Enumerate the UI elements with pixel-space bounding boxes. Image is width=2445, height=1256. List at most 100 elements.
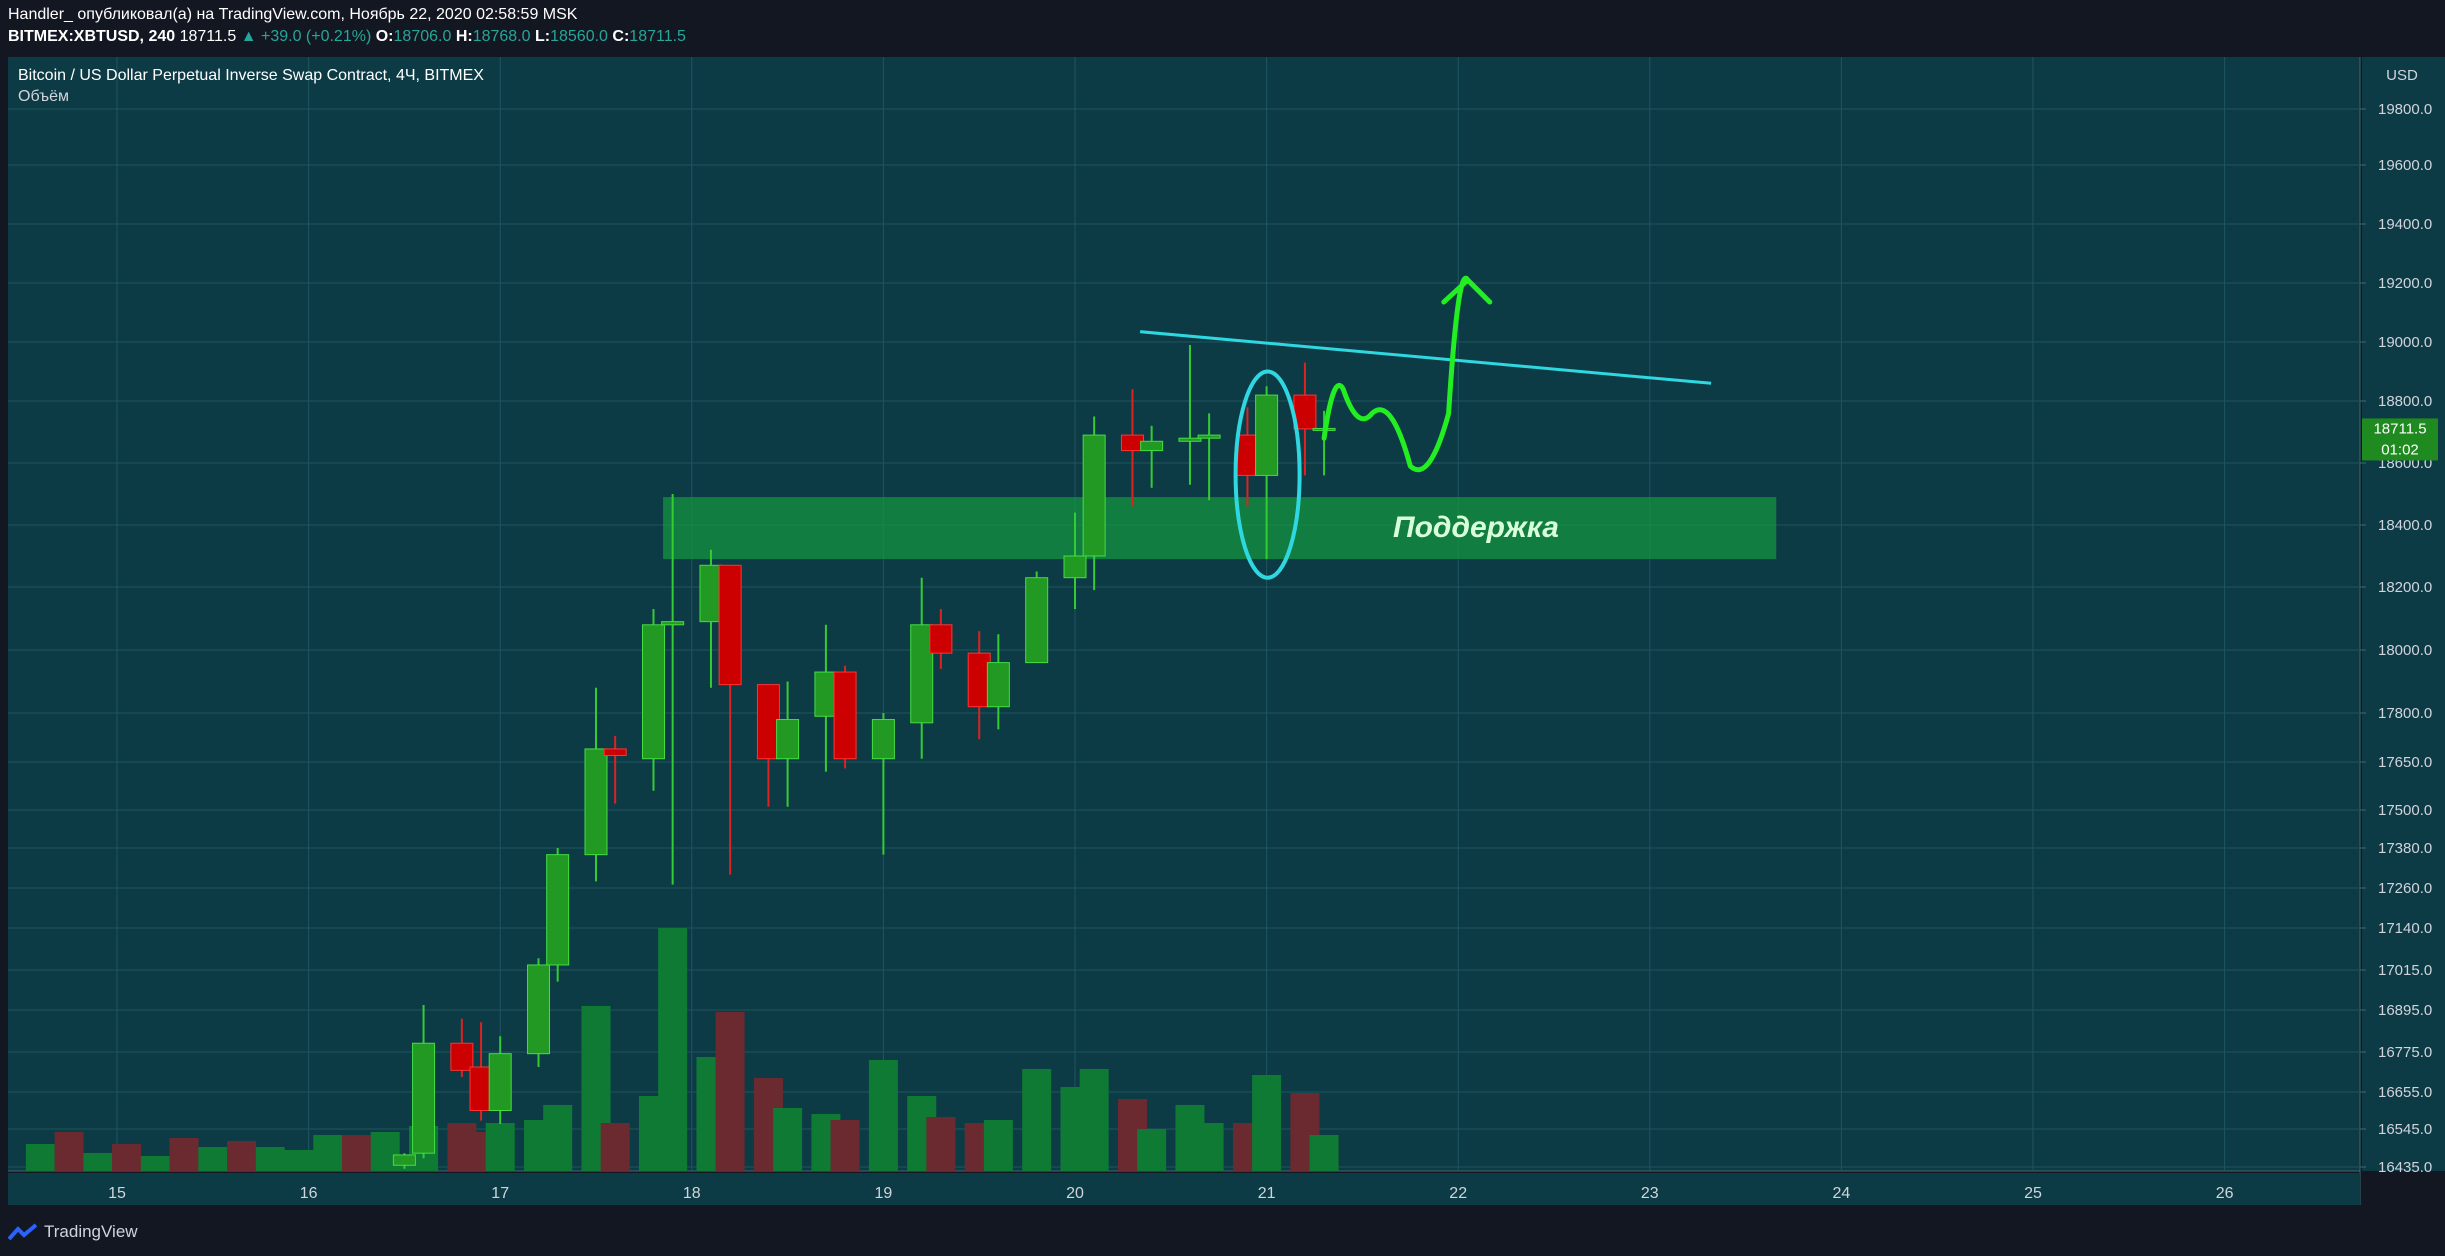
time-tick-label: 21	[1258, 1185, 1276, 1202]
volume-bar	[543, 1105, 573, 1171]
price-tick-label: 16775.0	[2378, 1044, 2432, 1061]
candle-body	[1255, 394, 1279, 476]
candle-body	[1178, 437, 1202, 442]
symbol-ohlc-bar: BITMEX:XBTUSD, 240 18711.5 ▲ +39.0 (+0.2…	[8, 28, 686, 46]
volume-bar	[1309, 1135, 1339, 1171]
price-tick-label: 17500.0	[2378, 802, 2432, 819]
price-tick-label: 16895.0	[2378, 1002, 2432, 1019]
candle-body	[661, 621, 685, 626]
candle-body	[450, 1042, 474, 1071]
candle-body	[546, 854, 570, 966]
price-tick-label: 16655.0	[2378, 1084, 2432, 1101]
volume-bar	[773, 1108, 803, 1171]
support-label: Поддержка	[1393, 511, 1559, 544]
price-tick-label: 16545.0	[2378, 1121, 2432, 1138]
volume-bar	[1194, 1123, 1224, 1171]
volume-bar	[830, 1120, 860, 1171]
price-tick-label: 16435.0	[2378, 1159, 2432, 1176]
tradingview-footer[interactable]: TradingView	[8, 1222, 138, 1242]
price-tick-label: 17800.0	[2378, 705, 2432, 722]
candle-body	[1140, 440, 1164, 452]
volume-bars	[25, 928, 1339, 1171]
volume-bar	[658, 928, 688, 1171]
last-price-tag	[2362, 418, 2438, 461]
volume-bar	[284, 1150, 314, 1171]
price-tick-label: 18200.0	[2378, 579, 2432, 596]
close-value: 18711.5	[629, 28, 686, 45]
volume-bar	[926, 1117, 956, 1171]
support-zone[interactable]	[663, 497, 1777, 560]
candlesticks	[392, 344, 1336, 1169]
candle-body	[488, 1053, 512, 1111]
high-value: 18768.0	[472, 28, 531, 45]
open-label: O:	[375, 28, 394, 45]
tradingview-logo-icon	[8, 1223, 38, 1241]
candle-body	[412, 1042, 436, 1154]
candle-body	[910, 624, 934, 724]
highlight-ellipse[interactable]	[1233, 369, 1302, 580]
price-ticks: 16435.0 16545.0 16655.0 16775.0 16895.0 17015…	[2360, 101, 2432, 1176]
price-tick-label: 18800.0	[2378, 393, 2432, 410]
volume-bar	[25, 1144, 55, 1171]
time-ticks: 15 16 17 18 19 20 21 22 23 24 25 26	[108, 1185, 2233, 1202]
low-value: 18560.0	[550, 28, 608, 45]
chart-pane[interactable]	[8, 57, 2360, 1171]
volume-bar	[227, 1141, 257, 1171]
volume-bar	[1252, 1075, 1282, 1171]
time-tick-label: 24	[1833, 1185, 1851, 1202]
time-tick-label: 19	[875, 1185, 893, 1202]
close-label: C:	[612, 28, 630, 45]
price-tick-label: 17380.0	[2378, 840, 2432, 857]
time-axis[interactable]	[8, 1173, 2360, 1205]
time-tick-label: 26	[2216, 1185, 2234, 1202]
candle-body	[603, 748, 627, 756]
candle-body	[1197, 434, 1221, 439]
candle-body	[1025, 577, 1049, 664]
volume-bar	[255, 1147, 285, 1171]
candle-body	[1082, 434, 1106, 557]
volume-bar	[1079, 1069, 1109, 1171]
candle-body	[641, 624, 665, 760]
candle-body	[392, 1154, 416, 1166]
volume-bar	[600, 1123, 630, 1171]
candle-body	[776, 719, 800, 760]
candle-body	[986, 662, 1010, 708]
volume-bar	[1137, 1129, 1167, 1171]
volume-bar	[715, 1012, 745, 1171]
countdown-value: 01:02	[2381, 441, 2419, 458]
time-tick-label: 20	[1066, 1185, 1084, 1202]
price-axis[interactable]	[2362, 57, 2445, 1171]
candle-body	[833, 671, 857, 760]
candle-body	[929, 624, 953, 654]
price-tick-label: 17015.0	[2378, 962, 2432, 979]
footer-brand: TradingView	[44, 1222, 138, 1241]
currency-label[interactable]: USD	[2386, 67, 2418, 84]
volume-legend: Объём	[18, 88, 69, 105]
volume-bar	[1022, 1069, 1052, 1171]
candle-body	[871, 719, 895, 760]
price-tick-label: 18400.0	[2378, 517, 2432, 534]
publish-info: Handler_ опубликовал(а) на TradingView.c…	[8, 6, 578, 23]
candle-body	[527, 964, 551, 1055]
price-tick-label: 17650.0	[2378, 754, 2432, 771]
volume-bar	[140, 1156, 170, 1171]
price-tick-label: 19000.0	[2378, 334, 2432, 351]
price-change: ▲ +39.0 (+0.21%)	[240, 28, 372, 45]
volume-bar	[983, 1120, 1013, 1171]
open-value: 18706.0	[393, 28, 452, 45]
price-tick-label: 19200.0	[2378, 275, 2432, 292]
legend-title: Bitcoin / US Dollar Perpetual Inverse Sw…	[18, 67, 484, 84]
resistance-trendline[interactable]	[1140, 330, 1712, 385]
forecast-arrow[interactable]	[1321, 275, 1493, 473]
volume-bar	[868, 1060, 898, 1171]
volume-bar	[313, 1135, 343, 1171]
grid-lines	[8, 57, 2360, 1171]
last-price: 18711.5	[179, 28, 237, 45]
time-tick-label: 22	[1449, 1185, 1467, 1202]
last-price-tag-value: 18711.5	[2373, 420, 2426, 437]
high-label: H:	[455, 28, 473, 45]
volume-bar	[83, 1153, 113, 1171]
time-tick-label: 15	[108, 1185, 126, 1202]
price-tick-label: 17140.0	[2378, 920, 2432, 937]
